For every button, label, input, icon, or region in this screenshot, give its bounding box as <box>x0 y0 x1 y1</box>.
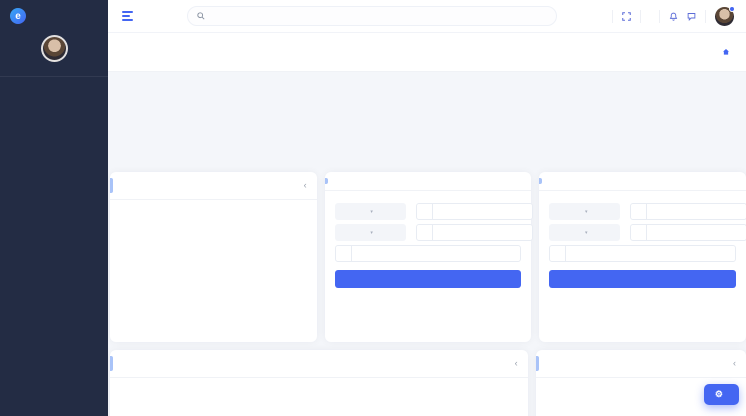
sell-units-input[interactable] <box>647 204 746 219</box>
search-input[interactable] <box>213 12 547 20</box>
market-news-panel: ‹ <box>535 350 746 416</box>
home-icon[interactable] <box>722 48 730 58</box>
chevron-down-icon: ▾ <box>370 229 373 236</box>
buy-limit-dropdown[interactable]: ▾ <box>334 224 406 241</box>
chart-y-axis <box>116 210 131 336</box>
buy-units-input[interactable] <box>432 204 532 219</box>
search-bar[interactable] <box>187 6 557 26</box>
menu-toggle-icon[interactable] <box>122 11 133 21</box>
sell-bid-input[interactable] <box>647 225 746 240</box>
buy-panel: ▾ ▾ <box>324 172 533 342</box>
sell-panel: ▾ ▾ <box>539 172 746 342</box>
buy-units-field <box>415 203 533 220</box>
page-header <box>108 33 746 72</box>
market-value-panel: ‹ <box>110 172 317 342</box>
buy-bid-field <box>415 224 533 241</box>
buy-bid-input[interactable] <box>432 225 532 240</box>
active-order-panel: ‹ <box>110 350 528 416</box>
breadcrumb <box>722 48 734 58</box>
sell-amount-dropdown[interactable]: ▾ <box>549 203 621 220</box>
gear-icon: ⚙ <box>714 389 723 399</box>
buy-amount-dropdown[interactable]: ▾ <box>334 203 406 220</box>
logo[interactable]: e <box>0 0 108 31</box>
btc-symbol <box>631 204 648 219</box>
sidebar-nav <box>0 77 108 80</box>
sidebar: e <box>0 0 108 416</box>
btc-symbol <box>417 204 433 219</box>
sell-total-field <box>549 245 736 262</box>
sell-now-button[interactable] <box>549 270 736 288</box>
sell-total-input[interactable] <box>566 246 735 261</box>
collapse-icon[interactable]: ‹ <box>733 358 736 368</box>
top-header <box>108 0 746 33</box>
notifications-bell-icon[interactable] <box>669 12 678 21</box>
collapse-icon[interactable]: ‹ <box>514 358 518 368</box>
sell-limit-dropdown[interactable]: ▾ <box>549 224 621 241</box>
main-content: ‹ <box>108 72 746 416</box>
btc-symbol <box>417 225 433 240</box>
buy-total-field <box>334 245 522 262</box>
sell-bid-field <box>630 224 746 241</box>
order-table-header <box>110 378 528 400</box>
status-dot <box>729 5 735 12</box>
market-value-chart <box>110 200 317 338</box>
buy-total-input[interactable] <box>351 246 521 261</box>
chart-plot-area <box>135 210 307 336</box>
chevron-down-icon: ▾ <box>585 229 588 236</box>
logo-icon: e <box>10 8 26 24</box>
search-icon <box>197 7 205 25</box>
fullscreen-icon[interactable] <box>622 11 631 21</box>
user-avatar[interactable] <box>715 5 735 26</box>
collapse-icon[interactable]: ‹ <box>303 180 307 190</box>
sell-units-field <box>630 203 746 220</box>
chevron-down-icon: ▾ <box>370 208 373 215</box>
btc-symbol <box>550 246 567 261</box>
sidebar-profile[interactable] <box>0 31 108 77</box>
customizer-button[interactable]: ⚙ <box>703 384 739 405</box>
buy-now-button[interactable] <box>334 270 522 288</box>
header-actions <box>612 5 746 26</box>
profile-photo <box>40 35 68 62</box>
messages-icon[interactable] <box>687 12 696 21</box>
chevron-down-icon: ▾ <box>585 208 588 215</box>
btc-symbol <box>631 225 648 240</box>
crypto-cards-row <box>110 80 746 164</box>
btc-symbol <box>336 246 352 261</box>
